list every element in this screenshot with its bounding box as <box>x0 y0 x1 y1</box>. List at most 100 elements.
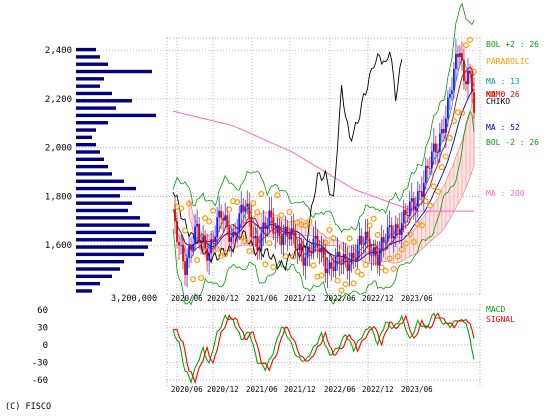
candle-body <box>440 129 443 134</box>
candle-body <box>459 53 461 58</box>
candle-body <box>176 221 178 242</box>
candle-body <box>320 247 323 253</box>
parabolic-dot <box>326 226 333 233</box>
parabolic-dot <box>194 257 201 264</box>
bollinger-bands <box>172 2 475 306</box>
candle-body <box>455 53 457 69</box>
parabolic-dot <box>282 253 289 260</box>
candle-body <box>260 232 263 251</box>
parabolic-dot <box>466 36 473 43</box>
volume-bar <box>76 77 104 81</box>
date-tick-label: 2020/12 <box>207 294 239 303</box>
candle-body <box>443 129 445 133</box>
parabolic-dot <box>362 261 369 268</box>
volume-bar <box>76 245 148 249</box>
parabolic-dot <box>278 212 285 219</box>
parabolic-dot <box>298 221 305 228</box>
candle-body <box>188 245 190 258</box>
parabolic-dot <box>446 135 453 142</box>
candle-body <box>204 236 207 249</box>
candle-body <box>416 191 419 207</box>
volume-bar <box>76 157 104 162</box>
parabolic-dot <box>346 235 353 242</box>
date-tick-label: 2022/06 <box>324 385 356 394</box>
macd-tick-label: 0 <box>43 341 48 351</box>
candle-body <box>422 182 425 197</box>
volume-bar <box>76 150 100 154</box>
volume-bar <box>76 164 108 169</box>
volume-bar <box>76 55 100 59</box>
parabolic-dot <box>190 276 197 283</box>
parabolic-dot <box>330 235 337 242</box>
volume-bar <box>76 274 112 279</box>
candle-body <box>288 236 291 240</box>
volume-bar <box>76 238 152 242</box>
candle-body <box>284 226 287 234</box>
candle-body <box>457 53 459 58</box>
parabolic-dot <box>254 209 261 216</box>
volume-bar <box>76 47 96 52</box>
candle-body <box>302 254 305 266</box>
candle-body <box>332 268 335 271</box>
parabolic-dot <box>338 287 345 294</box>
parabolic-dot <box>438 164 445 171</box>
date-tick-label: 2022/06 <box>324 294 356 303</box>
candle-body <box>240 204 243 214</box>
chikou-path <box>172 51 403 272</box>
candle-body <box>378 249 381 266</box>
candle-body <box>234 231 237 236</box>
date-tick-label: 2020/06 <box>171 385 203 394</box>
volume-bar <box>76 172 112 176</box>
volume-bar <box>76 91 112 96</box>
candle-body <box>312 238 315 254</box>
volume-bar <box>76 99 132 103</box>
candle-body <box>246 203 249 207</box>
signal-line <box>173 312 475 385</box>
candle-body <box>473 92 475 113</box>
parabolic-dot <box>462 42 469 49</box>
candle-body <box>300 243 303 255</box>
candle-body <box>190 245 192 250</box>
candle-body <box>394 224 397 236</box>
candle-body <box>222 218 225 221</box>
candle-body <box>254 235 257 239</box>
candle-body <box>202 236 204 242</box>
legend-label: CHIKO <box>486 97 510 106</box>
parabolic-dot <box>358 271 365 278</box>
candle-body <box>258 250 261 252</box>
candle-body <box>244 206 247 212</box>
candle-body <box>334 256 337 271</box>
legend-label: SIGNAL <box>486 315 515 324</box>
candle-body <box>182 244 184 262</box>
legend-label: BOL -2 : 26 <box>486 138 539 147</box>
parabolic-dot <box>454 109 461 116</box>
candle-body <box>294 231 297 249</box>
parabolic-dot <box>286 209 293 216</box>
candle-body <box>426 165 429 169</box>
volume-bar <box>76 128 96 132</box>
candle-body <box>350 252 353 265</box>
parabolic-dot <box>214 246 221 253</box>
parabolic-dot <box>318 272 325 279</box>
volume-bar <box>76 281 100 286</box>
candle-body <box>404 209 407 215</box>
candle-body <box>346 258 349 271</box>
candle-body <box>212 239 215 243</box>
parabolic-dot <box>471 68 478 75</box>
candle-body <box>290 228 293 240</box>
candle-body <box>214 236 217 243</box>
legend-label: MACD <box>486 305 505 314</box>
candle-body <box>194 226 196 245</box>
parabolic-dot <box>222 251 229 258</box>
candle-body <box>436 151 439 153</box>
candle-body <box>467 70 469 85</box>
candle-body <box>408 201 411 216</box>
price-tick-label: 2,200 <box>45 95 72 105</box>
candle-body <box>280 236 283 245</box>
volume-bar <box>76 267 120 271</box>
candle-body <box>242 204 245 212</box>
date-tick-label: 2022/12 <box>362 385 394 394</box>
parabolic-dot <box>210 207 217 214</box>
parabolic-dot <box>370 215 377 222</box>
